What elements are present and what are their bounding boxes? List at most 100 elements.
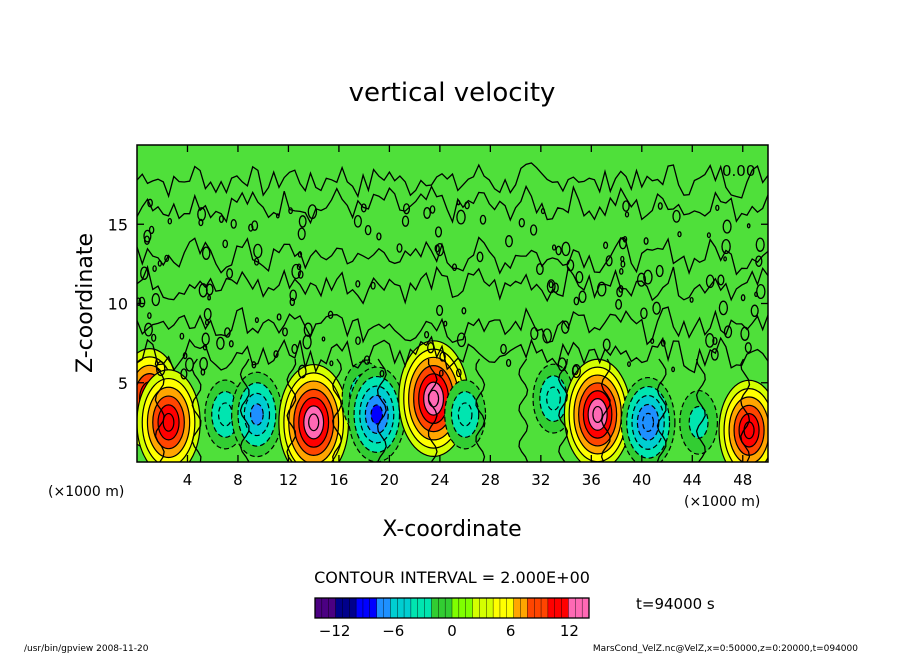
small-contour bbox=[705, 333, 715, 348]
small-contour bbox=[182, 352, 188, 360]
small-contour bbox=[251, 361, 257, 369]
small-contour bbox=[461, 307, 467, 315]
small-contour bbox=[622, 200, 630, 212]
colorbar-cell bbox=[465, 597, 474, 619]
velocity-cell bbox=[231, 371, 283, 458]
small-contour bbox=[251, 220, 259, 231]
small-contour bbox=[307, 204, 318, 220]
x-axis-label: X-coordinate bbox=[382, 517, 521, 542]
small-contour bbox=[201, 246, 211, 260]
small-contour bbox=[427, 342, 435, 354]
zero-contour bbox=[427, 359, 438, 462]
x-tick-label: 16 bbox=[329, 471, 348, 489]
small-contour bbox=[321, 336, 326, 342]
small-contour bbox=[298, 215, 307, 228]
small-contour bbox=[540, 208, 546, 215]
small-contour bbox=[275, 213, 280, 219]
colorbar-cell bbox=[575, 597, 583, 619]
colorbar-cell bbox=[438, 597, 446, 619]
colorbar-cell bbox=[321, 597, 330, 619]
small-contour bbox=[671, 366, 676, 373]
small-contour bbox=[723, 325, 733, 339]
colorbar-cell bbox=[513, 597, 522, 619]
small-contour bbox=[147, 198, 153, 208]
small-contour bbox=[203, 307, 212, 321]
colorbar-cell bbox=[534, 597, 542, 619]
colorbar-tick-label: 6 bbox=[506, 622, 516, 640]
x-tick-label: 36 bbox=[582, 471, 601, 489]
small-contour bbox=[755, 237, 765, 252]
small-contour bbox=[689, 296, 694, 303]
small-contour bbox=[180, 368, 188, 380]
small-contour bbox=[750, 304, 759, 318]
colorbar-cell bbox=[458, 597, 467, 619]
colorbar-cell bbox=[397, 597, 405, 619]
colorbar-cell bbox=[540, 597, 549, 619]
zero-contour bbox=[332, 358, 342, 462]
small-contour bbox=[573, 296, 580, 306]
footer-right: MarsCond_VelZ.nc@VelZ,x=0:50000,z=0:2000… bbox=[593, 644, 858, 654]
small-contour bbox=[723, 256, 727, 262]
y-axis-label: Z-coordinate bbox=[73, 233, 98, 373]
small-contour bbox=[643, 237, 649, 245]
zero-contour bbox=[600, 358, 611, 462]
x-tick-label: 48 bbox=[733, 471, 752, 489]
velocity-contour bbox=[457, 402, 473, 427]
small-contour bbox=[148, 225, 155, 235]
colorbar-ticks: −12 −6 0 6 12 bbox=[319, 622, 579, 640]
small-contour bbox=[710, 348, 719, 361]
small-contour bbox=[205, 283, 214, 296]
small-contour bbox=[546, 279, 556, 294]
small-contour bbox=[622, 235, 628, 243]
x-unit-right: (×1000 m) bbox=[684, 494, 760, 510]
small-contour bbox=[603, 241, 609, 250]
y-tick-label: 10 bbox=[108, 295, 128, 314]
velocity-cell bbox=[347, 366, 406, 462]
small-contour bbox=[360, 203, 367, 213]
small-contour bbox=[672, 209, 681, 223]
x-tick-label: 24 bbox=[430, 471, 449, 489]
colorbar-cell bbox=[335, 597, 343, 619]
small-contour bbox=[207, 294, 211, 301]
small-contour bbox=[297, 270, 304, 279]
small-contour bbox=[717, 274, 725, 286]
colorbar-cell bbox=[492, 597, 501, 619]
small-contour bbox=[363, 355, 371, 365]
small-contour bbox=[578, 290, 587, 304]
small-contour bbox=[754, 291, 759, 298]
colorbar-cell bbox=[520, 597, 528, 619]
small-contour bbox=[396, 243, 403, 253]
small-contour bbox=[152, 265, 157, 272]
small-contour bbox=[456, 199, 461, 206]
time-label: t=94000 s bbox=[636, 595, 715, 613]
small-contour bbox=[439, 351, 446, 362]
y-tick-label: 15 bbox=[108, 215, 128, 234]
small-contour bbox=[151, 333, 157, 342]
colorbar-cell bbox=[390, 597, 398, 619]
colorbar-cell bbox=[349, 597, 357, 619]
zero-contour bbox=[558, 358, 569, 462]
small-contour bbox=[167, 217, 173, 225]
colorbar-cell bbox=[355, 597, 364, 619]
small-contour bbox=[151, 293, 161, 307]
colorbar-tick-label: 12 bbox=[560, 622, 579, 640]
small-contour bbox=[276, 313, 282, 321]
colorbar-cell bbox=[328, 597, 337, 619]
small-contour bbox=[561, 241, 571, 257]
velocity-cell bbox=[620, 376, 676, 462]
small-contour bbox=[355, 336, 361, 346]
small-contour bbox=[640, 307, 648, 320]
small-contour bbox=[455, 368, 462, 378]
velocity-contour bbox=[370, 404, 384, 425]
small-contour bbox=[464, 201, 470, 210]
small-contour bbox=[379, 369, 385, 378]
small-contour bbox=[456, 332, 467, 348]
small-contour bbox=[164, 254, 170, 263]
velocity-cell bbox=[444, 379, 487, 450]
colorbar-cell bbox=[342, 597, 350, 619]
noise-contours bbox=[137, 162, 768, 462]
small-contour bbox=[566, 259, 575, 272]
small-contour bbox=[329, 360, 334, 367]
small-contour bbox=[615, 299, 623, 310]
colorbar-cell bbox=[431, 597, 439, 619]
